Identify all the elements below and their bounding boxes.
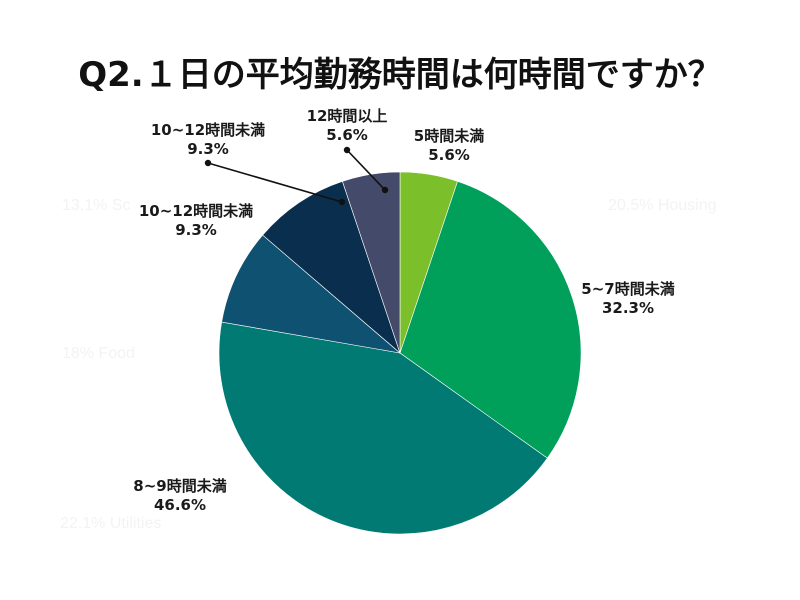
ghost-text-1: 13.1% Sc	[62, 197, 130, 214]
slice-category-label: 5時間未満	[414, 127, 484, 145]
slice-percent-label: 5.6%	[326, 126, 368, 144]
slice-percent-label: 9.3%	[175, 221, 217, 239]
leader-dot	[338, 198, 346, 206]
ghost-text-4: 22.1% Utilities	[60, 515, 161, 532]
ghost-text-2: 20.5% Housing	[608, 197, 717, 214]
slice-percent-label: 46.6%	[154, 496, 206, 514]
pie-slices	[218, 171, 582, 535]
slice-percent-label: 32.3%	[602, 299, 654, 317]
leader-dot	[381, 186, 389, 194]
slice-category-label: 10~12時間未満	[151, 121, 265, 139]
pie-slice	[221, 234, 402, 354]
slice-percent-label: 5.6%	[428, 146, 470, 164]
slice-category-label: 5~7時間未満	[581, 280, 674, 298]
ghost-text-3: 18% Food	[62, 345, 135, 362]
slice-category-label: 10~12時間未満	[139, 202, 253, 220]
leader-line	[346, 149, 386, 191]
slice-category-label: 12時間以上	[307, 107, 388, 125]
chart-title: Q2.１日の平均勤務時間は何時間ですか？	[78, 55, 721, 95]
pie-slice	[218, 321, 548, 535]
leader-dot	[204, 159, 212, 167]
leader-line	[207, 162, 343, 203]
leader-dot	[343, 146, 351, 154]
pie-slice	[262, 181, 401, 354]
pie-labels: 5時間未満5.6%5~7時間未満32.3%8~9時間未満46.6%10~12時間…	[133, 107, 674, 514]
pie-slice	[399, 181, 582, 459]
slice-percent-label: 9.3%	[187, 140, 229, 158]
slice-category-label: 8~9時間未満	[133, 477, 226, 495]
